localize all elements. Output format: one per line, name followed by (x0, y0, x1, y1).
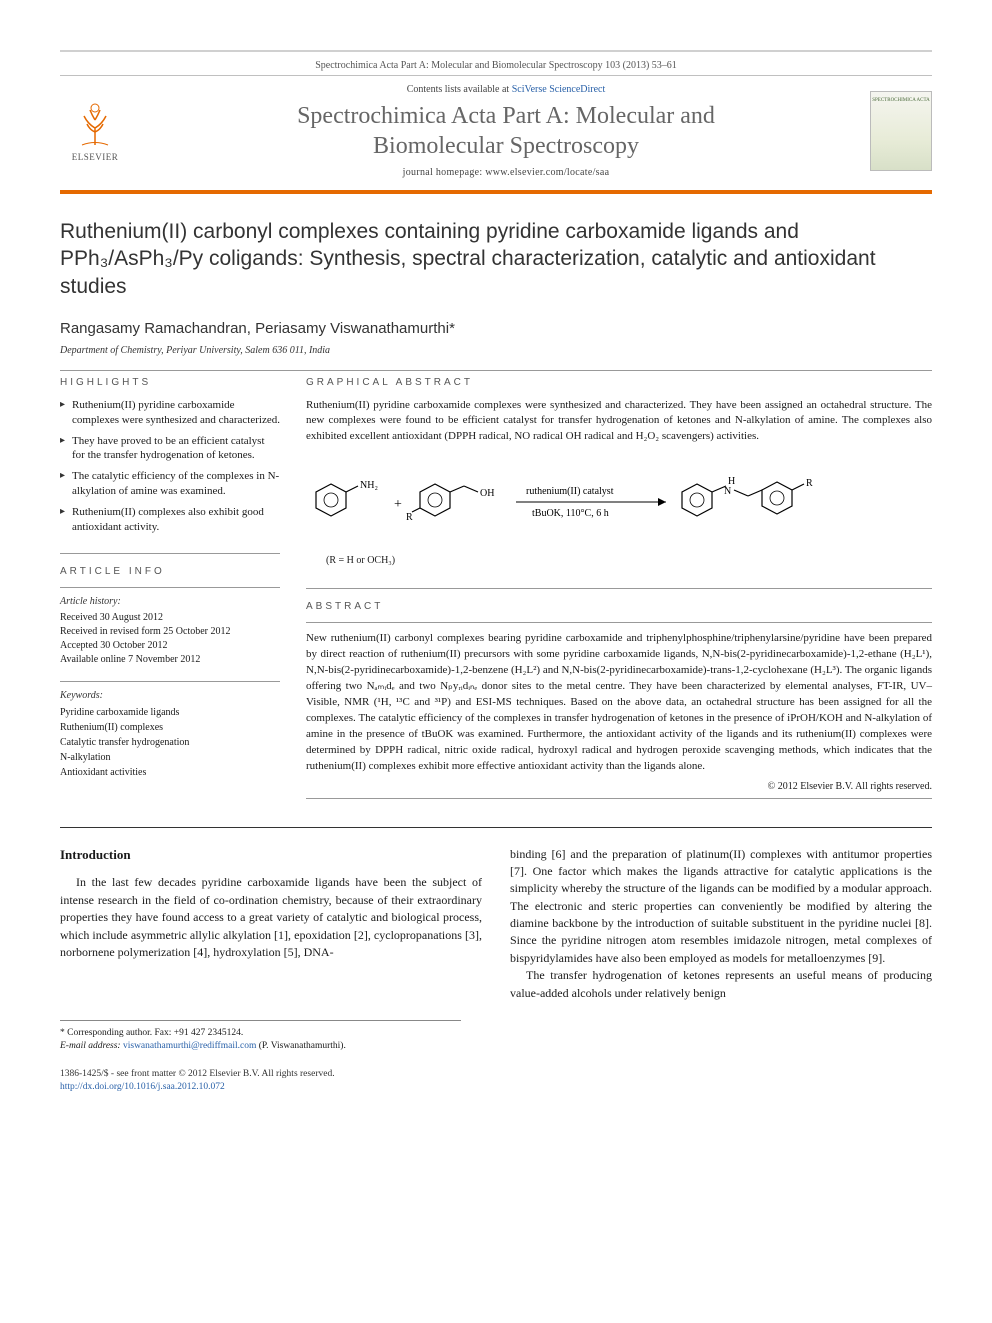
history-line: Received in revised form 25 October 2012 (60, 625, 280, 639)
divider (306, 622, 932, 623)
divider (60, 587, 280, 588)
divider (306, 588, 932, 589)
homepage-line: journal homepage: www.elsevier.com/locat… (152, 167, 860, 178)
arrow-top: ruthenium(II) catalyst (526, 486, 614, 497)
contents-line: Contents lists available at SciVerse Sci… (152, 84, 860, 95)
sciverse-link[interactable]: SciVerse ScienceDirect (512, 84, 606, 95)
email-link[interactable]: viswanathamurthi@rediffmail.com (123, 1041, 256, 1051)
email-line: E-mail address: viswanathamurthi@rediffm… (60, 1040, 461, 1053)
issn-line: 1386-1425/$ - see front matter © 2012 El… (60, 1068, 932, 1081)
highlight-item: Ruthenium(II) complexes also exhibit goo… (60, 505, 280, 535)
elsevier-tree-icon (70, 100, 120, 150)
intro-heading: Introduction (60, 846, 482, 865)
keywords-heading: Keywords: (60, 690, 280, 701)
highlight-item: The catalytic efficiency of the complexe… (60, 469, 280, 499)
article-info-label: ARTICLE INFO (60, 566, 280, 577)
body-p2: binding [6] and the preparation of plati… (510, 846, 932, 968)
publisher-name: ELSEVIER (72, 152, 119, 162)
abstract-label: ABSTRACT (306, 601, 932, 612)
footer: 1386-1425/$ - see front matter © 2012 El… (60, 1068, 932, 1095)
keywords-block: Keywords: Pyridine carboxamide ligands R… (60, 690, 280, 780)
elsevier-logo: ELSEVIER (60, 91, 130, 171)
corr-note: * Corresponding author. Fax: +91 427 234… (60, 1027, 461, 1040)
journal-cover-thumb: SPECTROCHIMICA ACTA (870, 91, 932, 171)
arrow-bottom: tBuOK, 110°C, 6 h (532, 508, 609, 519)
copyright: © 2012 Elsevier B.V. All rights reserved… (306, 781, 932, 792)
body-p3: The transfer hydrogenation of ketones re… (510, 967, 932, 1002)
journal-name: Spectrochimica Acta Part A: Molecular an… (152, 101, 860, 161)
svg-text:R: R (406, 512, 413, 523)
divider (60, 681, 280, 682)
graphical-text: Ruthenium(II) pyridine carboxamide compl… (306, 398, 932, 444)
keyword: N-alkylation (60, 750, 280, 765)
homepage-url[interactable]: www.elsevier.com/locate/saa (485, 167, 609, 178)
scheme-svg: NH₂ + R OH rut (306, 464, 866, 544)
reaction-scheme: NH₂ + R OH rut (306, 456, 932, 582)
right-column: GRAPHICAL ABSTRACT Ruthenium(II) pyridin… (306, 377, 932, 805)
keyword: Ruthenium(II) complexes (60, 720, 280, 735)
svg-text:+: + (394, 497, 402, 512)
svg-text:N: N (724, 486, 731, 497)
highlights-list: Ruthenium(II) pyridine carboxamide compl… (60, 398, 280, 535)
svg-text:OH: OH (480, 488, 494, 499)
highlight-item: Ruthenium(II) pyridine carboxamide compl… (60, 398, 280, 428)
highlight-item: They have proved to be an efficient cata… (60, 434, 280, 464)
footnote: * Corresponding author. Fax: +91 427 234… (60, 1020, 461, 1054)
divider (60, 370, 932, 371)
keyword: Catalytic transfer hydrogenation (60, 735, 280, 750)
svg-text:NH₂: NH₂ (360, 480, 378, 491)
history-block: Article history: Received 30 August 2012… (60, 596, 280, 667)
journal-banner: ELSEVIER Contents lists available at Sci… (60, 80, 932, 194)
body-divider (60, 827, 932, 828)
abstract-text: New ruthenium(II) carbonyl complexes bea… (306, 631, 932, 774)
doi-link[interactable]: http://dx.doi.org/10.1016/j.saa.2012.10.… (60, 1081, 932, 1094)
header-citation: Spectrochimica Acta Part A: Molecular an… (60, 60, 932, 71)
cover-label: SPECTROCHIMICA ACTA (872, 98, 930, 104)
keyword: Antioxidant activities (60, 765, 280, 780)
history-line: Received 30 August 2012 (60, 611, 280, 625)
corr-star: * (449, 320, 455, 337)
left-column: HIGHLIGHTS Ruthenium(II) pyridine carbox… (60, 377, 280, 805)
history-line: Accepted 30 October 2012 (60, 639, 280, 653)
divider (306, 798, 932, 799)
banner-center: Contents lists available at SciVerse Sci… (142, 80, 870, 182)
header-bar: Spectrochimica Acta Part A: Molecular an… (60, 50, 932, 76)
svg-text:R: R (806, 478, 813, 489)
graphical-label: GRAPHICAL ABSTRACT (306, 377, 932, 388)
history-heading: Article history: (60, 596, 280, 607)
highlights-label: HIGHLIGHTS (60, 377, 280, 388)
keyword: Pyridine carboxamide ligands (60, 705, 280, 720)
mid-section: HIGHLIGHTS Ruthenium(II) pyridine carbox… (60, 377, 932, 805)
article-title: Ruthenium(II) carbonyl complexes contain… (60, 218, 932, 300)
affiliation: Department of Chemistry, Periyar Univers… (60, 345, 932, 356)
authors: Rangasamy Ramachandran, Periasamy Viswan… (60, 320, 932, 337)
divider (60, 553, 280, 554)
scheme-caption: (R = H or OCH₃) (326, 555, 932, 566)
history-line: Available online 7 November 2012 (60, 653, 280, 667)
body-p1: In the last few decades pyridine carboxa… (60, 874, 482, 961)
body-text: Introduction In the last few decades pyr… (60, 846, 932, 1003)
contents-prefix: Contents lists available at (407, 84, 512, 95)
